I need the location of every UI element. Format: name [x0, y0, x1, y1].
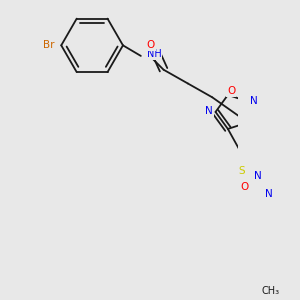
- Text: O: O: [240, 182, 248, 192]
- Text: N: N: [254, 171, 262, 181]
- Text: NH: NH: [146, 49, 161, 59]
- Text: N: N: [205, 106, 213, 116]
- Text: N: N: [250, 96, 257, 106]
- Text: O: O: [146, 40, 155, 50]
- Text: CH₃: CH₃: [262, 286, 280, 296]
- Text: S: S: [238, 166, 245, 176]
- Text: Br: Br: [43, 40, 55, 50]
- Text: N: N: [265, 189, 272, 199]
- Text: O: O: [227, 86, 235, 96]
